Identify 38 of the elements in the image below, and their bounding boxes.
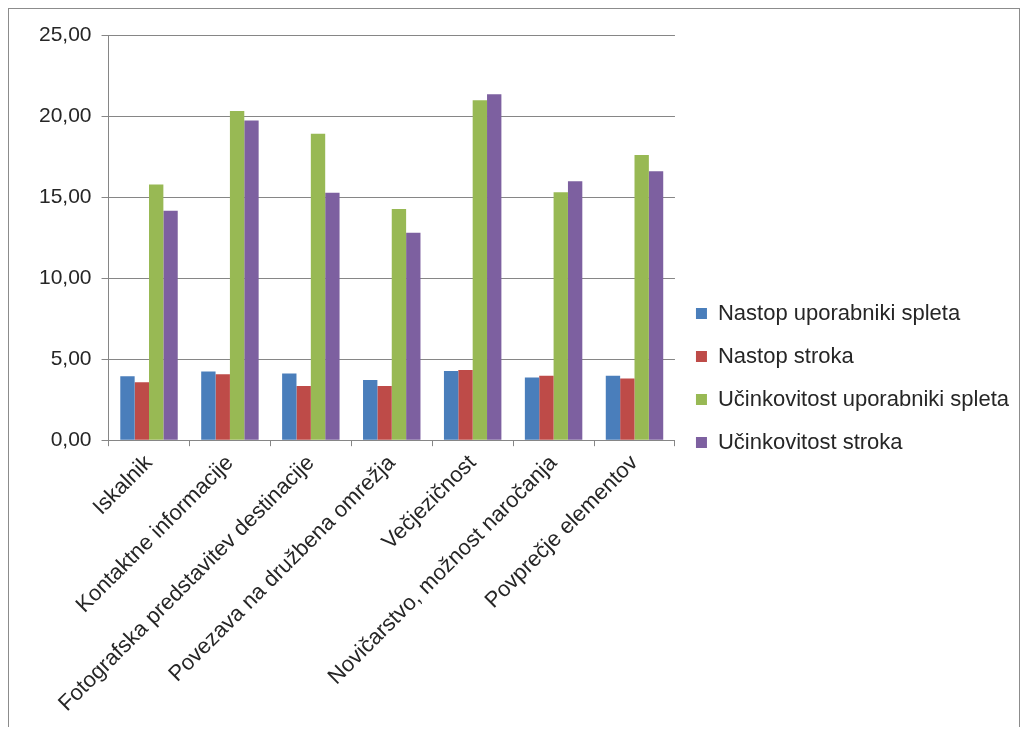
bar [363, 380, 378, 440]
bar [310, 133, 326, 440]
bar [458, 369, 473, 440]
bar [443, 370, 459, 440]
bar [406, 232, 421, 440]
bar [296, 386, 311, 440]
bar [391, 208, 407, 440]
bar [567, 181, 583, 440]
legend-label: Nastop uporabniki spleta [717, 299, 961, 325]
bar [244, 120, 259, 440]
bar [325, 192, 340, 440]
y-tick-label: 0,00 [50, 426, 92, 450]
bar [605, 375, 621, 440]
bar [201, 371, 216, 440]
bar [524, 377, 540, 440]
legend-label: Učinkovitost stroka [717, 428, 904, 454]
y-tick-label: 20,00 [38, 102, 92, 126]
bar [163, 210, 178, 440]
bar [472, 100, 488, 440]
bar [539, 375, 554, 440]
y-tick-label: 5,00 [50, 345, 92, 369]
bar [487, 94, 502, 440]
bar [134, 382, 150, 440]
bar [553, 192, 568, 440]
bar [149, 184, 164, 440]
bar [648, 171, 664, 440]
bar [377, 386, 392, 440]
y-tick-label: 25,00 [38, 21, 92, 45]
bar [120, 376, 135, 440]
bar [215, 374, 230, 440]
legend-label: Učinkovitost uporabniki spleta [717, 385, 1010, 411]
bar [229, 111, 245, 440]
bar [282, 373, 297, 440]
y-tick-label: 10,00 [38, 264, 92, 288]
bar [620, 378, 635, 440]
y-tick-label: 15,00 [38, 183, 92, 207]
legend-label: Nastop stroka [717, 342, 855, 368]
bar [634, 155, 649, 440]
